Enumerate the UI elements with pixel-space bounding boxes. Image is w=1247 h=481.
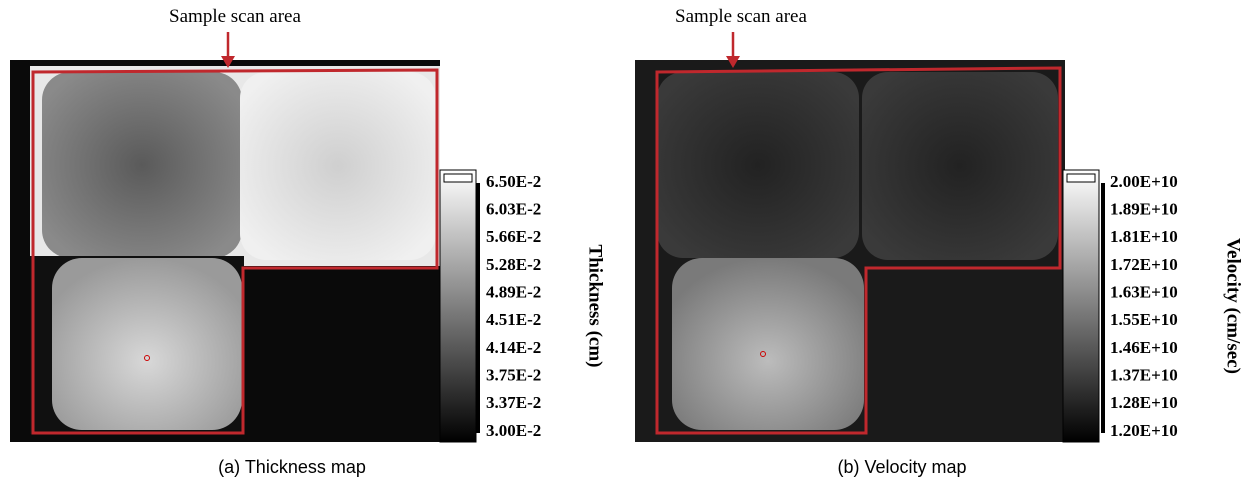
caption: (b) Velocity map: [837, 457, 966, 477]
annotation: Sample scan area: [169, 6, 301, 27]
thickness-image: [10, 60, 440, 442]
colorbar-title: Velocity (cm/sec): [1223, 238, 1244, 374]
velocity-image: [635, 60, 1065, 442]
figure: Sample scan area Sample scan area Thickn…: [0, 0, 1247, 481]
caption: (a) Thickness map: [218, 457, 366, 477]
colorbar-label: 4.14E-2: [486, 338, 541, 357]
colorbar-label: 6.03E-2: [486, 200, 541, 219]
colorbar-label: 6.50E-2: [486, 172, 541, 191]
colorbar-label: 1.63E+10: [1110, 283, 1178, 302]
colorbar-label: 4.51E-2: [486, 310, 541, 329]
colorbar-label: 1.72E+10: [1110, 255, 1178, 274]
colorbar-title: Thickness (cm): [585, 245, 606, 368]
colorbar-label: 4.89E-2: [486, 283, 541, 302]
colorbar-label: 1.55E+10: [1110, 310, 1178, 329]
colorbar-label: 2.00E+10: [1110, 172, 1178, 191]
colorbar-label: 3.00E-2: [486, 421, 541, 440]
colorbar-label: 5.66E-2: [486, 227, 541, 246]
colorbar-label: 3.37E-2: [486, 393, 541, 412]
colorbar-label: 1.46E+10: [1110, 338, 1178, 357]
colorbar-label: 1.28E+10: [1110, 393, 1178, 412]
colorbar-label: 1.20E+10: [1110, 421, 1178, 440]
colorbar: [1063, 170, 1105, 442]
colorbar: [440, 170, 480, 442]
colorbar-label: 3.75E-2: [486, 366, 541, 385]
colorbar-label: 1.37E+10: [1110, 366, 1178, 385]
colorbar-label: 1.81E+10: [1110, 227, 1178, 246]
colorbar-label: 5.28E-2: [486, 255, 541, 274]
annotation: Sample scan area: [675, 6, 807, 27]
colorbar-label: 1.89E+10: [1110, 200, 1178, 219]
